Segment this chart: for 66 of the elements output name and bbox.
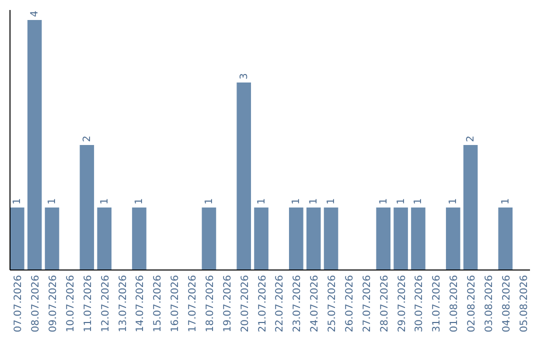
data-label: 1 bbox=[99, 198, 110, 204]
x-tick-label: 04.08.2026 bbox=[501, 275, 512, 332]
x-tick-label: 09.07.2026 bbox=[48, 275, 60, 332]
x-tick-label: 30.07.2026 bbox=[414, 275, 426, 332]
data-label: 1 bbox=[12, 198, 24, 204]
bar bbox=[446, 208, 460, 270]
x-tick-label: 18.07.2026 bbox=[204, 275, 216, 332]
bar bbox=[324, 208, 338, 270]
x-tick-label: 13.07.2026 bbox=[118, 275, 129, 332]
x-tick-label: 31.07.2026 bbox=[432, 275, 443, 332]
bar bbox=[202, 208, 216, 270]
x-tick-label: 11.07.2026 bbox=[82, 275, 94, 332]
bar bbox=[463, 145, 478, 270]
data-label: 1 bbox=[378, 198, 390, 204]
x-tick-label: 16.07.2026 bbox=[170, 275, 182, 332]
x-tick-label: 29.07.2026 bbox=[396, 275, 408, 332]
data-label: 1 bbox=[448, 198, 460, 204]
data-label: 3 bbox=[238, 73, 250, 80]
x-tick-label: 05.08.2026 bbox=[518, 275, 530, 332]
bar bbox=[97, 208, 112, 270]
x-tick-label: 01.08.2026 bbox=[449, 275, 460, 332]
x-tick-label: 27.07.2026 bbox=[362, 275, 373, 332]
bar bbox=[306, 208, 321, 270]
data-label: 1 bbox=[134, 198, 146, 204]
x-tick-label: 17.07.2026 bbox=[188, 275, 199, 332]
data-label: 1 bbox=[308, 198, 320, 204]
x-tick-label: 19.07.2026 bbox=[222, 275, 234, 332]
x-tick-label: 10.07.2026 bbox=[65, 275, 76, 332]
x-tick-label: 26.07.2026 bbox=[344, 275, 356, 332]
bar bbox=[394, 208, 408, 270]
bar bbox=[10, 208, 24, 270]
bar bbox=[376, 208, 390, 270]
data-label: 1 bbox=[204, 198, 215, 204]
x-tick-label: 23.07.2026 bbox=[292, 275, 304, 332]
data-label: 1 bbox=[500, 198, 512, 204]
bar bbox=[132, 208, 146, 270]
bar bbox=[411, 208, 426, 270]
data-label: 1 bbox=[291, 198, 302, 204]
data-label: 1 bbox=[256, 198, 268, 204]
bar bbox=[498, 208, 513, 270]
data-label: 1 bbox=[326, 198, 338, 204]
x-tick-label: 20.07.2026 bbox=[240, 275, 251, 332]
x-tick-label: 28.07.2026 bbox=[379, 275, 390, 332]
data-label: 4 bbox=[30, 10, 41, 17]
data-label: 1 bbox=[413, 198, 424, 204]
x-tick-label: 15.07.2026 bbox=[152, 275, 164, 332]
bar bbox=[27, 20, 42, 270]
bar bbox=[289, 208, 304, 270]
x-tick-label: 02.08.2026 bbox=[466, 275, 478, 332]
data-label: 2 bbox=[82, 136, 93, 142]
x-tick-label: 03.08.2026 bbox=[484, 275, 495, 332]
x-tick-label: 08.07.2026 bbox=[30, 275, 42, 332]
x-tick-label: 21.07.2026 bbox=[257, 275, 268, 332]
bar bbox=[254, 208, 268, 270]
x-tick-label: 22.07.2026 bbox=[274, 275, 286, 332]
bar bbox=[44, 208, 60, 270]
bar bbox=[80, 145, 94, 270]
x-tick-label: 25.07.2026 bbox=[327, 275, 338, 332]
x-tick-label: 24.07.2026 bbox=[310, 275, 321, 332]
x-tick-label: 14.07.2026 bbox=[135, 275, 146, 332]
x-tick-label: 07.07.2026 bbox=[13, 275, 24, 332]
data-label: 1 bbox=[47, 198, 58, 204]
data-label: 2 bbox=[466, 136, 477, 142]
data-label: 1 bbox=[396, 198, 407, 204]
x-tick-label: 12.07.2026 bbox=[100, 275, 112, 332]
bar bbox=[236, 82, 251, 270]
